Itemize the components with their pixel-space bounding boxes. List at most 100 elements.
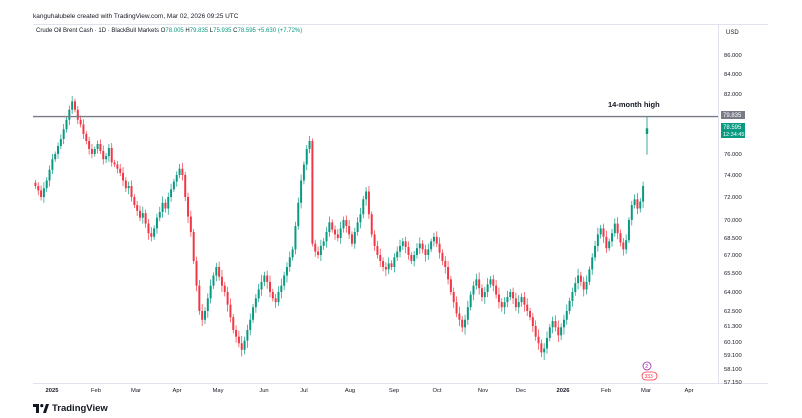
candle-body [96,144,99,149]
candle-body [630,205,633,220]
candle-body [418,243,421,249]
price-axis-tick: 65.500 [724,271,742,277]
candle-body [322,241,325,246]
event-icon-2[interactable] [641,371,658,381]
candle-body [51,159,54,170]
candle-body [235,330,238,337]
time-axis-tick: Apr [172,388,181,394]
candle-body [204,311,206,320]
candle-body [305,149,308,165]
candle-body [119,168,122,173]
candle-body [311,141,314,244]
candle-body [155,217,158,229]
candle-body [350,234,353,244]
candle-body [464,319,467,328]
candle-body [102,151,105,160]
candle-body [622,242,625,250]
candle-body [260,281,263,290]
candle-body [611,233,613,242]
candle-body [585,281,588,290]
candle-body [215,267,218,276]
candle-body [141,213,144,218]
candle-body [410,255,413,261]
candle-body [605,236,608,249]
tradingview-logo[interactable]: TradingView [33,403,108,414]
annotation-14-month-high[interactable]: 14-month high [608,100,660,109]
candle-body [107,148,110,157]
candle-body [497,294,500,303]
candle-body [192,232,195,261]
chart-pane[interactable] [33,24,718,384]
event-icon-1[interactable] [642,361,652,371]
candle-body [105,156,108,160]
candle-body [113,162,116,165]
price-axis-tick: 72.000 [724,195,742,201]
event-badge-1: 2 [645,364,648,370]
candle-body [348,226,351,235]
candle-body [596,234,599,246]
candle-body [373,234,376,246]
candle-body [232,317,235,330]
candle-body [271,292,274,299]
candle-body [427,249,430,255]
candle-body [226,292,229,305]
price-axis[interactable] [718,24,768,384]
tradingview-logo-icon [33,404,49,413]
candle-body [266,275,269,282]
candle-body [308,141,311,149]
candle-body [588,269,591,282]
candle-body [571,292,574,301]
tradingview-logo-text: TradingView [52,403,108,414]
candle-body [144,213,147,224]
candle-body [65,119,68,130]
candle-body [424,249,427,255]
candle-body [127,186,130,189]
candle-body [435,236,438,244]
candle-body [263,275,266,282]
time-axis-tick: Sep [389,388,399,394]
price-axis-tick: 82.000 [724,92,742,98]
candle-body [130,186,133,197]
candle-body [353,232,356,244]
candle-body [362,199,365,215]
candle-body [76,109,79,120]
candle-body [625,240,628,250]
candle-body [531,317,534,326]
candle-body [523,297,526,305]
candle-body [246,330,249,341]
candle-body [133,197,136,206]
candle-body [71,101,74,110]
legend-high-label: H [185,28,190,34]
currency-label[interactable]: USD [726,30,739,36]
candle-body [554,321,557,328]
time-axis-tick: Jun [259,388,268,394]
candle-body [517,302,520,308]
legend-high: 79.835 [189,28,209,34]
candle-body [178,168,181,175]
candle-body [483,292,486,298]
candle-body [342,220,345,229]
candle-body [365,191,368,200]
candle-body [116,164,119,169]
price-axis-tick: 67.000 [724,253,742,259]
candle-body [608,241,611,249]
candle-body [257,289,260,299]
candle-body [627,220,630,241]
candle-body [469,294,472,308]
candle-body [181,168,184,175]
candle-body [616,223,619,234]
candle-body [297,202,300,226]
candle-body [167,197,170,209]
last-candle-body[interactable] [645,128,649,134]
price-axis-tick: 60.100 [724,340,742,346]
candle-body [447,267,450,280]
candle-body [82,124,85,134]
candle-body [486,284,489,292]
candle-body [367,191,370,215]
candle-body [489,279,492,285]
candle-body [529,311,532,318]
candle-body [602,228,605,237]
candle-body [639,201,642,209]
candle-body [189,216,192,232]
